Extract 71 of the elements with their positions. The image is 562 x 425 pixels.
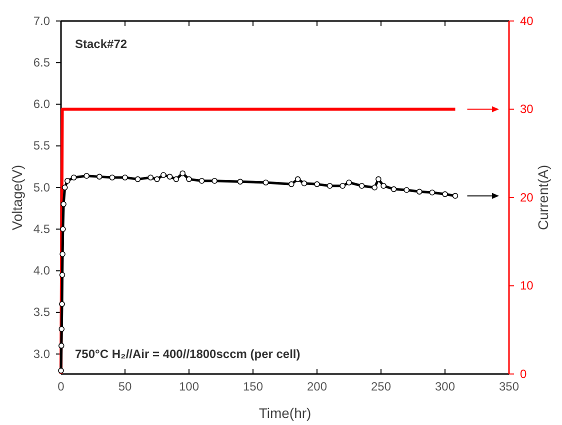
point [376,176,382,182]
point [372,184,378,190]
point [173,176,180,182]
point [134,176,141,182]
y2-tick-label: 40 [520,14,534,28]
x-tick-label: 350 [498,380,520,394]
y2-tick-label: 30 [520,102,534,116]
y-tick-label: 6.5 [33,55,50,70]
x-tick-label: 200 [306,380,328,394]
point [301,180,308,186]
y-tick-label: 4.5 [33,222,50,236]
x-axis-title: Time(hr) [258,405,312,421]
point [160,172,166,178]
point [58,368,64,374]
point [96,174,102,180]
y2-tick-label: 10 [520,278,534,293]
y-tick-label: 4.0 [33,264,50,278]
point [288,181,294,188]
point [340,182,346,189]
point [59,272,66,278]
y-tick-label: 5.5 [33,138,50,153]
point [326,182,333,189]
point [442,191,448,198]
point [390,186,397,192]
point [186,176,192,182]
x-tick-label: 300 [434,380,456,394]
point [64,178,70,184]
point [180,170,186,176]
y-tick-label: 3.0 [33,346,50,361]
point [380,182,386,189]
y-axis-title: Voltage(V) [9,164,25,230]
point [60,251,66,258]
point [358,182,365,189]
point [70,174,77,180]
point [122,174,128,180]
point [429,190,436,196]
point [60,226,66,232]
y2-tick-label: 0 [520,366,527,381]
point [58,342,64,349]
point [84,172,90,179]
y2-tick-label: 20 [520,190,534,204]
annotation: Stack#72 [75,37,128,51]
point [452,192,458,199]
point [314,181,320,188]
x-tick-label: 100 [178,380,200,394]
annotation: 750°C H₂//Air = 400//1800sccm (per cell) [75,347,300,361]
point [416,188,422,195]
point [166,174,173,180]
point [60,201,66,208]
point [346,180,352,186]
x-tick-label: 150 [242,380,264,394]
point [262,180,269,186]
x-tick-label: 50 [118,380,132,394]
point [62,184,68,190]
point [58,326,65,332]
point [59,301,65,307]
point [404,187,410,193]
y-tick-label: 3.5 [33,305,50,320]
point [148,174,154,180]
point [237,178,244,185]
x-tick-label: 0 [58,380,65,394]
point [109,174,116,180]
point [154,176,160,182]
point [198,178,205,184]
y-tick-label: 5.0 [33,180,50,194]
y-tick-label: 7.0 [33,14,50,28]
point [212,178,218,184]
y-tick-label: 6.0 [33,97,50,112]
point [294,176,301,182]
x-tick-label: 250 [370,380,392,394]
y2-axis-title: Current(A) [535,164,551,230]
